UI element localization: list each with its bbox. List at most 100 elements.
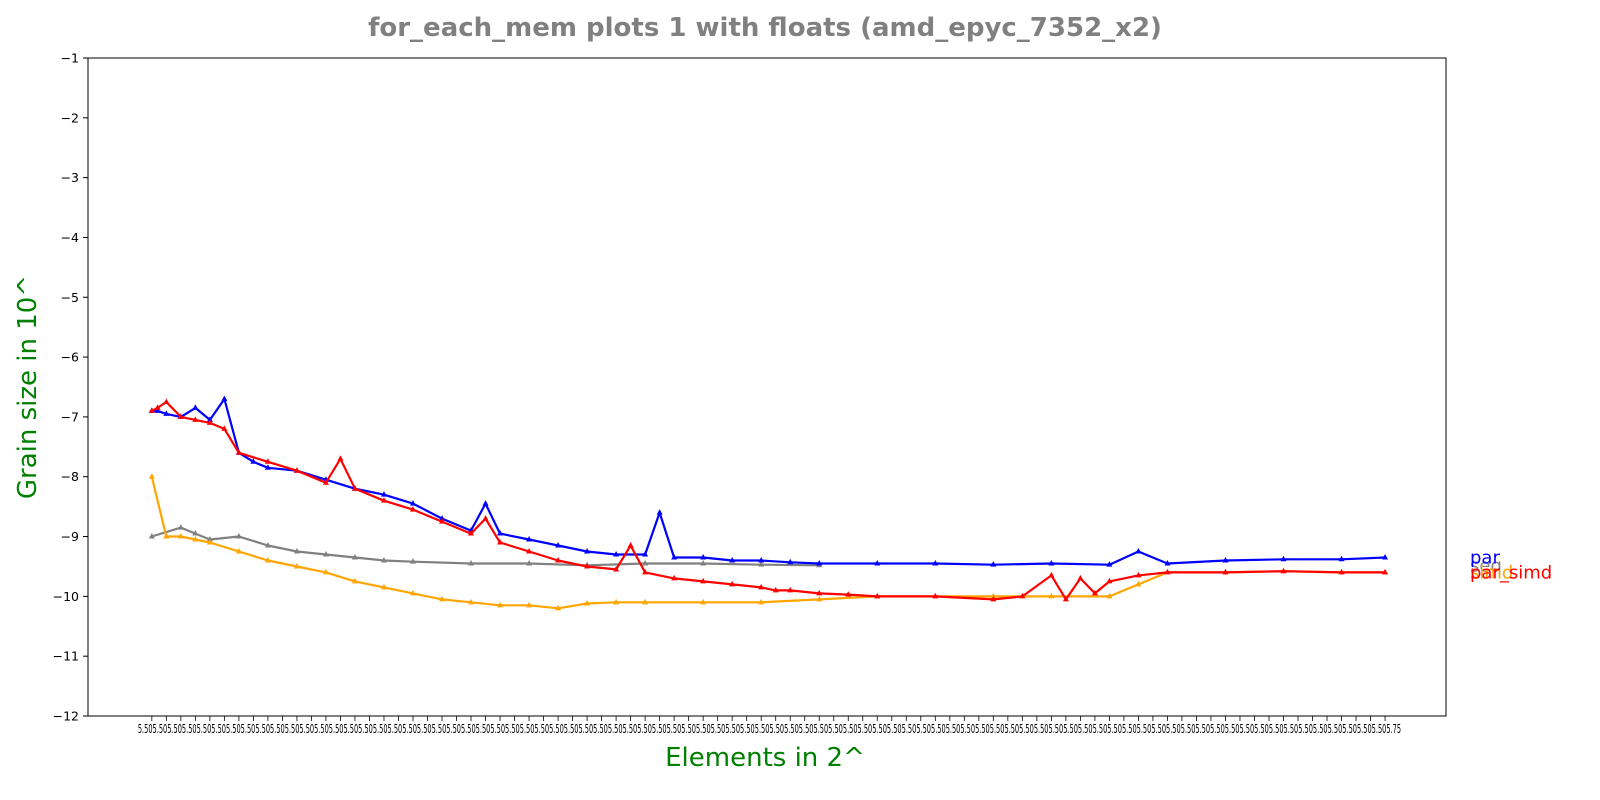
x-axis: 5.505.505.505.505.505.505.505.505.505.50… [138, 716, 1401, 736]
data-point [1062, 595, 1069, 602]
data-point [409, 558, 416, 564]
data-point [1048, 559, 1055, 566]
y-tick-label: −12 [53, 709, 79, 724]
data-point [380, 583, 387, 590]
data-point [351, 485, 358, 491]
data-point [351, 577, 358, 584]
data-point [264, 464, 271, 470]
data-point [584, 548, 591, 554]
data-point [1222, 556, 1229, 563]
data-point [250, 458, 257, 464]
data-point [1135, 580, 1142, 587]
series-line [151, 397, 1386, 566]
y-tick-label: −8 [61, 469, 79, 484]
data-point [656, 509, 663, 515]
data-point [729, 580, 736, 587]
data-point [526, 601, 533, 608]
data-point [584, 600, 591, 606]
data-point [1091, 589, 1098, 596]
data-point [772, 586, 779, 593]
data-point [468, 530, 475, 536]
y-tick-label: −5 [61, 290, 79, 305]
data-point [409, 506, 416, 512]
data-point [148, 407, 155, 413]
data-point [1222, 568, 1229, 575]
series-line [151, 400, 1386, 601]
y-axis-label: Grain size in 10^ [13, 275, 43, 499]
data-point [932, 559, 939, 566]
data-point [1048, 571, 1055, 578]
data-point [206, 536, 213, 542]
data-point [1280, 567, 1287, 574]
data-point [642, 598, 649, 605]
data-point [163, 533, 170, 539]
data-point [874, 559, 881, 566]
data-point [206, 419, 213, 425]
data-point [439, 595, 446, 602]
data-point [409, 500, 416, 506]
data-point [468, 598, 475, 605]
data-point [192, 530, 199, 536]
series-par-simd [148, 398, 1389, 602]
data-point [1135, 548, 1142, 554]
series-line [151, 526, 820, 567]
data-point [221, 395, 228, 401]
legend-entry: seq [1470, 555, 1502, 576]
y-tick-label: −10 [53, 589, 79, 604]
data-point [497, 530, 504, 536]
data-point [351, 553, 358, 560]
data-point [264, 556, 271, 563]
data-point [1135, 571, 1142, 578]
data-point [816, 589, 823, 596]
chart-title: for_each_mem plots 1 with floats (amd_ep… [368, 13, 1162, 43]
data-point [497, 601, 504, 608]
data-point [816, 595, 823, 602]
data-point [322, 479, 329, 485]
series-line [150, 476, 1386, 610]
series-seq [148, 524, 823, 568]
data-point [932, 592, 939, 599]
legend-entry: simd [1470, 562, 1513, 583]
data-point [990, 595, 997, 602]
data-point [700, 598, 707, 605]
data-point [555, 542, 562, 548]
data-point [526, 559, 533, 566]
data-point [409, 589, 416, 596]
data-point [816, 559, 823, 566]
y-tick-label: −3 [61, 170, 79, 185]
data-point [235, 548, 242, 554]
data-point [671, 574, 678, 581]
data-point [1164, 559, 1171, 566]
data-point [235, 533, 242, 539]
data-point [221, 425, 228, 431]
y-tick-label: −2 [61, 110, 79, 125]
data-point [526, 548, 533, 554]
series-par [148, 395, 1389, 567]
data-point [758, 598, 765, 605]
data-point [555, 604, 562, 611]
data-point [700, 553, 707, 560]
data-point [337, 455, 344, 461]
data-point [154, 404, 161, 410]
data-point [613, 565, 620, 572]
data-point [497, 539, 504, 545]
y-tick-label: −1 [61, 51, 79, 66]
x-tick-labels: 5.505.505.505.505.505.505.505.505.505.50… [138, 721, 1401, 736]
data-point [235, 449, 242, 455]
data-point [148, 533, 155, 539]
data-point [1382, 568, 1389, 575]
data-point [1048, 592, 1055, 599]
data-point [729, 556, 736, 563]
legend-entry: par [1470, 547, 1500, 568]
data-point [439, 515, 446, 521]
data-point [1280, 555, 1287, 562]
data-point [177, 524, 184, 530]
data-point [322, 550, 329, 557]
y-tick-label: −4 [61, 230, 79, 245]
data-point [177, 413, 184, 419]
data-point [1338, 568, 1345, 575]
data-point [990, 592, 997, 599]
data-point [264, 458, 271, 464]
